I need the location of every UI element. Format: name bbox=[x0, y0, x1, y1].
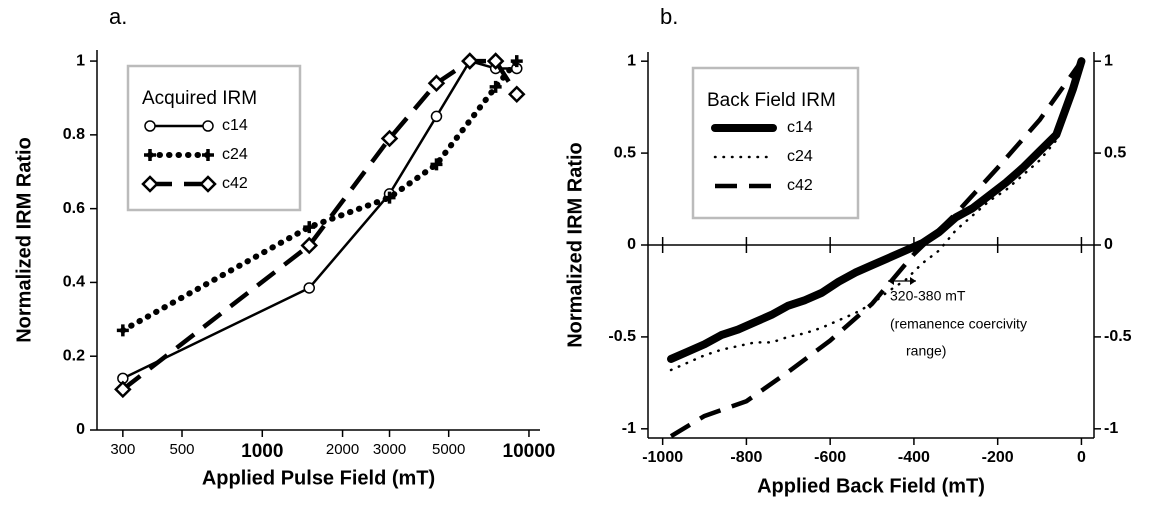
marker bbox=[116, 324, 129, 337]
y2-tick-label: 1 bbox=[1104, 52, 1113, 69]
legend-label: c14 bbox=[222, 117, 248, 134]
legend-title: Acquired IRM bbox=[142, 88, 257, 109]
panel-label: a. bbox=[109, 4, 127, 29]
x-tick-label: -1000 bbox=[642, 449, 683, 466]
series-line bbox=[667, 57, 1086, 363]
y2-tick-label: -0.5 bbox=[1104, 328, 1132, 345]
y-tick-label: 0.6 bbox=[63, 200, 85, 217]
legend-title: Back Field IRM bbox=[707, 90, 836, 111]
y2-tick-label: 0.5 bbox=[1104, 144, 1126, 161]
y2-tick-label: 0 bbox=[1104, 236, 1113, 253]
annotation: 320-380 mT bbox=[890, 288, 966, 304]
marker bbox=[141, 175, 159, 193]
marker bbox=[489, 80, 502, 93]
marker bbox=[202, 120, 214, 132]
y-tick-label: 0.5 bbox=[614, 144, 636, 161]
x-axis-title: Applied Pulse Field (mT) bbox=[202, 467, 435, 489]
legend-label: c24 bbox=[222, 146, 248, 163]
x-tick-label: 1000 bbox=[241, 441, 283, 462]
x-tick-label: -200 bbox=[982, 449, 1014, 466]
marker bbox=[380, 129, 399, 148]
x-tick-label: 10000 bbox=[503, 441, 556, 462]
y-axis-title: Normalized IRM Ratio bbox=[564, 142, 586, 348]
x-tick-label: 500 bbox=[169, 441, 194, 458]
y-tick-label: 1 bbox=[627, 52, 636, 69]
x-tick-label: -600 bbox=[814, 449, 846, 466]
marker bbox=[383, 191, 396, 204]
marker bbox=[427, 74, 446, 92]
marker bbox=[507, 85, 526, 104]
marker bbox=[199, 175, 217, 193]
marker bbox=[303, 221, 316, 234]
marker bbox=[461, 52, 479, 70]
marker bbox=[486, 52, 505, 70]
marker bbox=[303, 282, 315, 294]
x-axis-title: Applied Back Field (mT) bbox=[757, 475, 985, 497]
legend-label: c14 bbox=[787, 119, 813, 136]
x-tick-label: 5000 bbox=[432, 441, 465, 458]
x-tick-label: -400 bbox=[898, 449, 930, 466]
y-tick-label: -0.5 bbox=[608, 328, 636, 345]
y-tick-label: 0.4 bbox=[63, 274, 85, 291]
y-tick-label: 0 bbox=[627, 236, 636, 253]
y-tick-label: -1 bbox=[622, 420, 636, 437]
legend-box bbox=[691, 66, 860, 220]
marker bbox=[300, 236, 319, 255]
marker bbox=[430, 158, 443, 171]
series-line bbox=[669, 59, 1084, 439]
marker bbox=[114, 380, 132, 399]
marker bbox=[144, 120, 156, 132]
annotation-group: 320-380 mT (remanence coercivity range) bbox=[888, 277, 1027, 359]
marker bbox=[144, 149, 156, 161]
marker bbox=[430, 110, 443, 123]
marker bbox=[202, 149, 214, 161]
x-tick-label: 2000 bbox=[326, 441, 359, 458]
marker bbox=[510, 55, 523, 68]
annotation: (remanence coercivity bbox=[890, 316, 1027, 332]
y-tick-label: 0 bbox=[76, 421, 85, 438]
y-tick-label: 1 bbox=[76, 52, 85, 69]
series-line bbox=[119, 58, 520, 334]
legend-label: c24 bbox=[787, 148, 813, 165]
x-tick-label: 300 bbox=[110, 441, 135, 458]
y-axis-title: Normalized IRM Ratio bbox=[13, 137, 35, 343]
legend-label: c42 bbox=[787, 177, 813, 194]
x-tick-label: -800 bbox=[730, 449, 762, 466]
y2-tick-label: -1 bbox=[1104, 420, 1118, 437]
panel-label: b. bbox=[660, 4, 678, 29]
y-tick-label: 0.2 bbox=[63, 347, 85, 364]
legend-label: c42 bbox=[222, 175, 248, 192]
y-tick-label: 0.8 bbox=[63, 126, 85, 143]
x-tick-label: 3000 bbox=[373, 441, 406, 458]
annotation: range) bbox=[906, 343, 946, 359]
series-line bbox=[669, 59, 1083, 372]
x-tick-label: 0 bbox=[1077, 449, 1086, 466]
